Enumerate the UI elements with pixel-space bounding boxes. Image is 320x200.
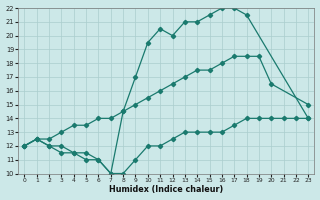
X-axis label: Humidex (Indice chaleur): Humidex (Indice chaleur) [109, 185, 223, 194]
